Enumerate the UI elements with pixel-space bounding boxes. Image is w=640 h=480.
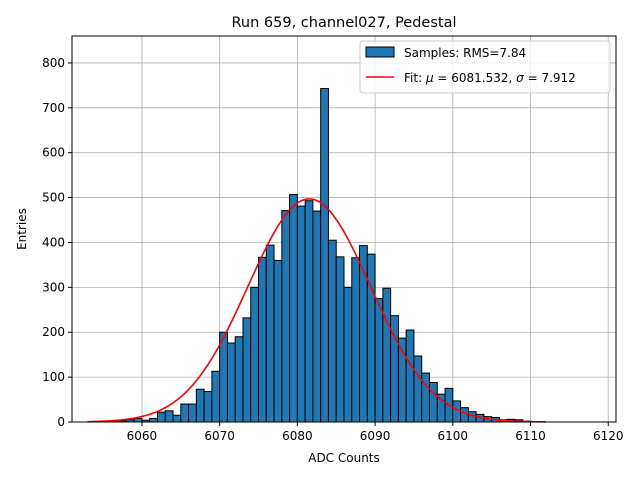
histogram-bar	[343, 286, 353, 423]
histogram-bar	[219, 331, 228, 423]
legend: Samples: RMS=7.84 Fit: μ = 6081.532, σ =…	[359, 40, 611, 94]
histogram-bar	[312, 210, 322, 423]
y-tick-label: 800	[42, 56, 65, 70]
x-tick-label: 6090	[360, 429, 391, 443]
histogram-bar	[366, 253, 376, 423]
histogram-bar	[405, 329, 415, 423]
legend-histogram-label: Samples: RMS=7.84	[404, 46, 526, 60]
histogram-bar	[164, 410, 174, 423]
histogram-bar	[281, 210, 291, 423]
y-tick-label: 200	[42, 325, 65, 339]
histogram-bar	[273, 259, 283, 423]
y-tick-label: 300	[42, 280, 65, 294]
y-tick-label: 500	[42, 191, 65, 205]
plot-frame	[71, 35, 617, 423]
y-tick-label: 100	[42, 370, 65, 384]
legend-histogram-swatch	[365, 46, 395, 58]
histogram-bar	[180, 403, 190, 423]
histogram-bar	[250, 286, 260, 423]
histogram-bar	[133, 417, 143, 423]
x-tick-label: 6080	[282, 429, 313, 443]
x-tick-label: 6120	[593, 429, 624, 443]
fit-layer	[87, 198, 547, 423]
histogram-bar	[258, 256, 267, 423]
histogram-bar	[211, 370, 221, 423]
histogram-bar	[335, 256, 345, 423]
bars-layer	[110, 88, 532, 423]
x-tick-label: 6060	[127, 429, 158, 443]
histogram-bar	[195, 388, 205, 423]
y-tick-label: 0	[57, 415, 65, 429]
legend-fit-label: Fit: μ = 6081.532, σ = 7.912	[404, 71, 576, 85]
histogram-bar	[382, 287, 392, 423]
histogram-bar	[242, 317, 252, 423]
x-tick-label: 6100	[438, 429, 469, 443]
x-axis-label: ADC Counts	[308, 451, 380, 465]
y-tick-label: 700	[42, 101, 65, 115]
gaussian-fit-line	[87, 198, 547, 423]
histogram-bar	[327, 239, 337, 423]
histogram-bar	[351, 257, 361, 423]
histogram-bar	[156, 411, 166, 423]
ticks-layer: 6060 6070 6080 6090 6100 6110 6120 0 100 200 300 40…	[42, 56, 623, 443]
histogram-bar	[203, 390, 213, 423]
histogram-bar	[304, 200, 314, 423]
histogram-bar	[320, 88, 329, 423]
histogram-bar	[226, 342, 236, 423]
histogram-bar	[296, 205, 306, 423]
histogram-bar	[188, 403, 197, 423]
histogram-bar	[413, 355, 423, 423]
histogram-bar	[172, 414, 182, 423]
histogram-bar	[428, 382, 438, 423]
histogram-bar	[289, 193, 298, 423]
histogram-bar	[234, 336, 244, 423]
x-tick-label: 6110	[515, 429, 546, 443]
histogram-bar	[265, 244, 275, 423]
y-tick-label: 600	[42, 146, 65, 160]
y-tick-label: 400	[42, 235, 65, 249]
y-axis-label: Entries	[15, 208, 29, 250]
chart-title: Run 659, channel027, Pedestal	[231, 15, 456, 31]
histogram-bar	[374, 298, 384, 423]
histogram-bar	[149, 417, 158, 423]
histogram-bar	[460, 407, 469, 423]
legend-box	[359, 40, 611, 94]
x-tick-label: 6070	[204, 429, 235, 443]
